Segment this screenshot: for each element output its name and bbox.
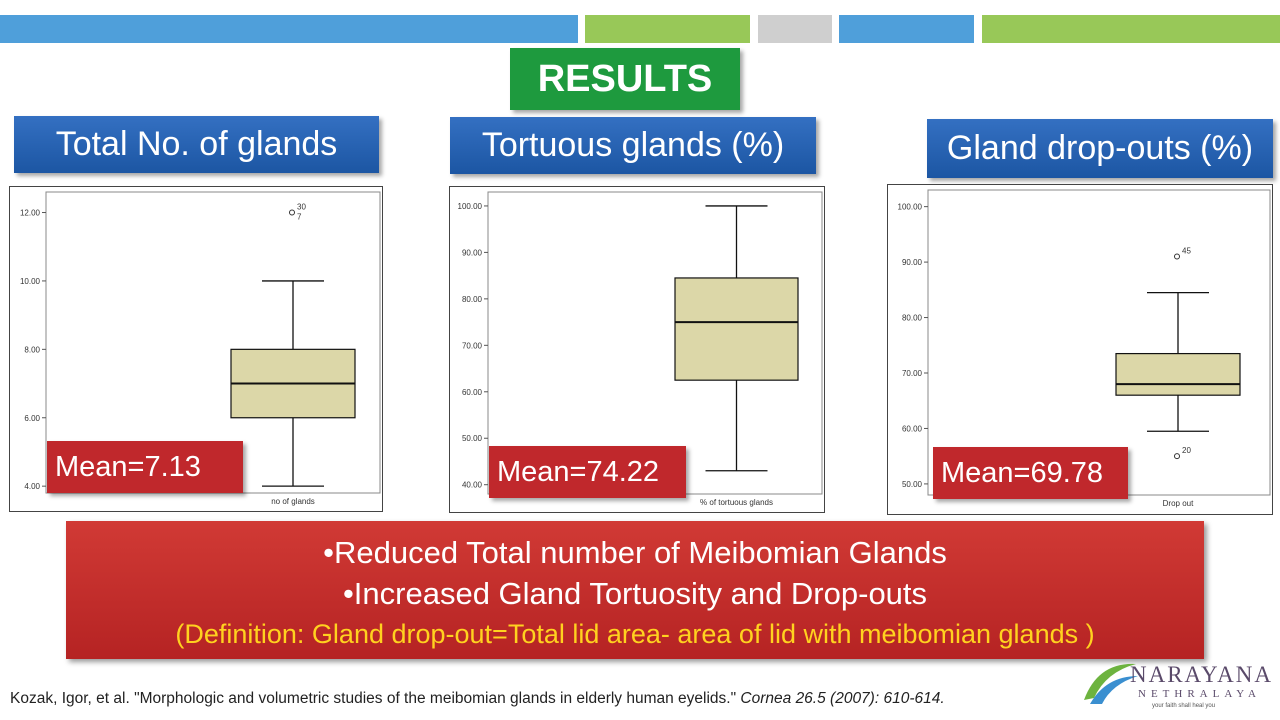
top-bar-green-2 <box>982 15 1280 43</box>
boxplot-gland-dropouts: 50.00 60.00 70.00 80.00 90.00 100.00 45 20 Drop … <box>898 189 1271 508</box>
x-axis-label: % of tortuous glands <box>700 498 773 507</box>
panel-header-gland-dropouts: Gland drop-outs (%) <box>927 119 1273 178</box>
citation-journal: Cornea 26.5 (2007): 610-614. <box>740 690 945 707</box>
logo-name: NARAYANA <box>1130 662 1273 687</box>
narayana-logo: NARAYANA NETHRALAYA your faith shall hea… <box>1080 658 1273 714</box>
citation: Kozak, Igor, et al. "Morphologic and vol… <box>10 690 945 708</box>
outlier-label: 20 <box>1182 446 1191 455</box>
y-tick-label: 80.00 <box>462 295 483 304</box>
logo-subname: NETHRALAYA <box>1138 688 1261 700</box>
summary-line-1: •Reduced Total number of Meibomian Gland… <box>323 535 947 570</box>
y-tick-label: 50.00 <box>902 480 923 489</box>
y-tick-label: 60.00 <box>462 388 483 397</box>
x-axis-label: no of glands <box>271 497 315 506</box>
logo-tagline: your faith shall heal you <box>1152 703 1216 709</box>
panel-header-tortuous-glands: Tortuous glands (%) <box>450 117 816 174</box>
iqr-box <box>674 277 799 381</box>
y-tick-label: 100.00 <box>898 203 923 212</box>
top-bar-grey <box>758 15 832 43</box>
logo-swoosh-icon <box>1084 663 1138 704</box>
outlier-label: 30 <box>297 203 306 212</box>
y-tick-label: 40.00 <box>462 481 483 490</box>
y-tick-label: 6.00 <box>24 414 40 423</box>
boxplot-total-glands: 4.00 6.00 8.00 10.00 12.00 307 no of glands <box>20 191 381 506</box>
boxplot-tortuous-glands: 40.00 50.00 60.00 70.00 80.00 90.00 100.00 % of… <box>458 191 823 507</box>
top-bar-blue-1 <box>0 15 578 43</box>
y-tick-label: 12.00 <box>20 209 41 218</box>
y-tick-label: 10.00 <box>20 277 41 286</box>
y-tick-label: 70.00 <box>902 369 923 378</box>
outlier-point <box>289 209 295 216</box>
y-tick-label: 8.00 <box>24 345 40 354</box>
mean-label-gland-dropouts: Mean=69.78 <box>933 447 1128 499</box>
iqr-box <box>1115 352 1241 396</box>
outlier-label: 45 <box>1182 247 1191 256</box>
y-tick-label: 100.00 <box>458 202 483 211</box>
summary-box: •Reduced Total number of Meibomian Gland… <box>66 521 1204 659</box>
plot-frame <box>45 191 381 494</box>
mean-label-tortuous-glands: Mean=74.22 <box>489 446 686 498</box>
panel-header-total-glands: Total No. of glands <box>14 116 379 173</box>
summary-line-2: •Increased Gland Tortuosity and Drop-out… <box>342 576 928 611</box>
y-tick-label: 70.00 <box>462 341 483 350</box>
y-tick-label: 4.00 <box>24 482 40 491</box>
top-bar-blue-2 <box>839 15 974 43</box>
citation-text: Kozak, Igor, et al. "Morphologic and vol… <box>10 690 737 707</box>
top-bar-green-1 <box>585 15 750 43</box>
summary-definition: (Definition: Gland drop-out=Total lid ar… <box>175 619 1095 649</box>
y-tick-label: 50.00 <box>462 434 483 443</box>
y-tick-label: 90.00 <box>462 248 483 257</box>
x-axis-label: Drop out <box>1163 499 1194 508</box>
slide-title: RESULTS <box>510 48 740 110</box>
outlier-point <box>1174 453 1180 460</box>
outlier-point <box>1174 253 1180 260</box>
y-tick-label: 60.00 <box>902 424 923 433</box>
mean-label-total-glands: Mean=7.13 <box>47 441 243 493</box>
y-tick-label: 80.00 <box>902 314 923 323</box>
outlier-label: 7 <box>297 213 302 222</box>
y-tick-label: 90.00 <box>902 258 923 267</box>
